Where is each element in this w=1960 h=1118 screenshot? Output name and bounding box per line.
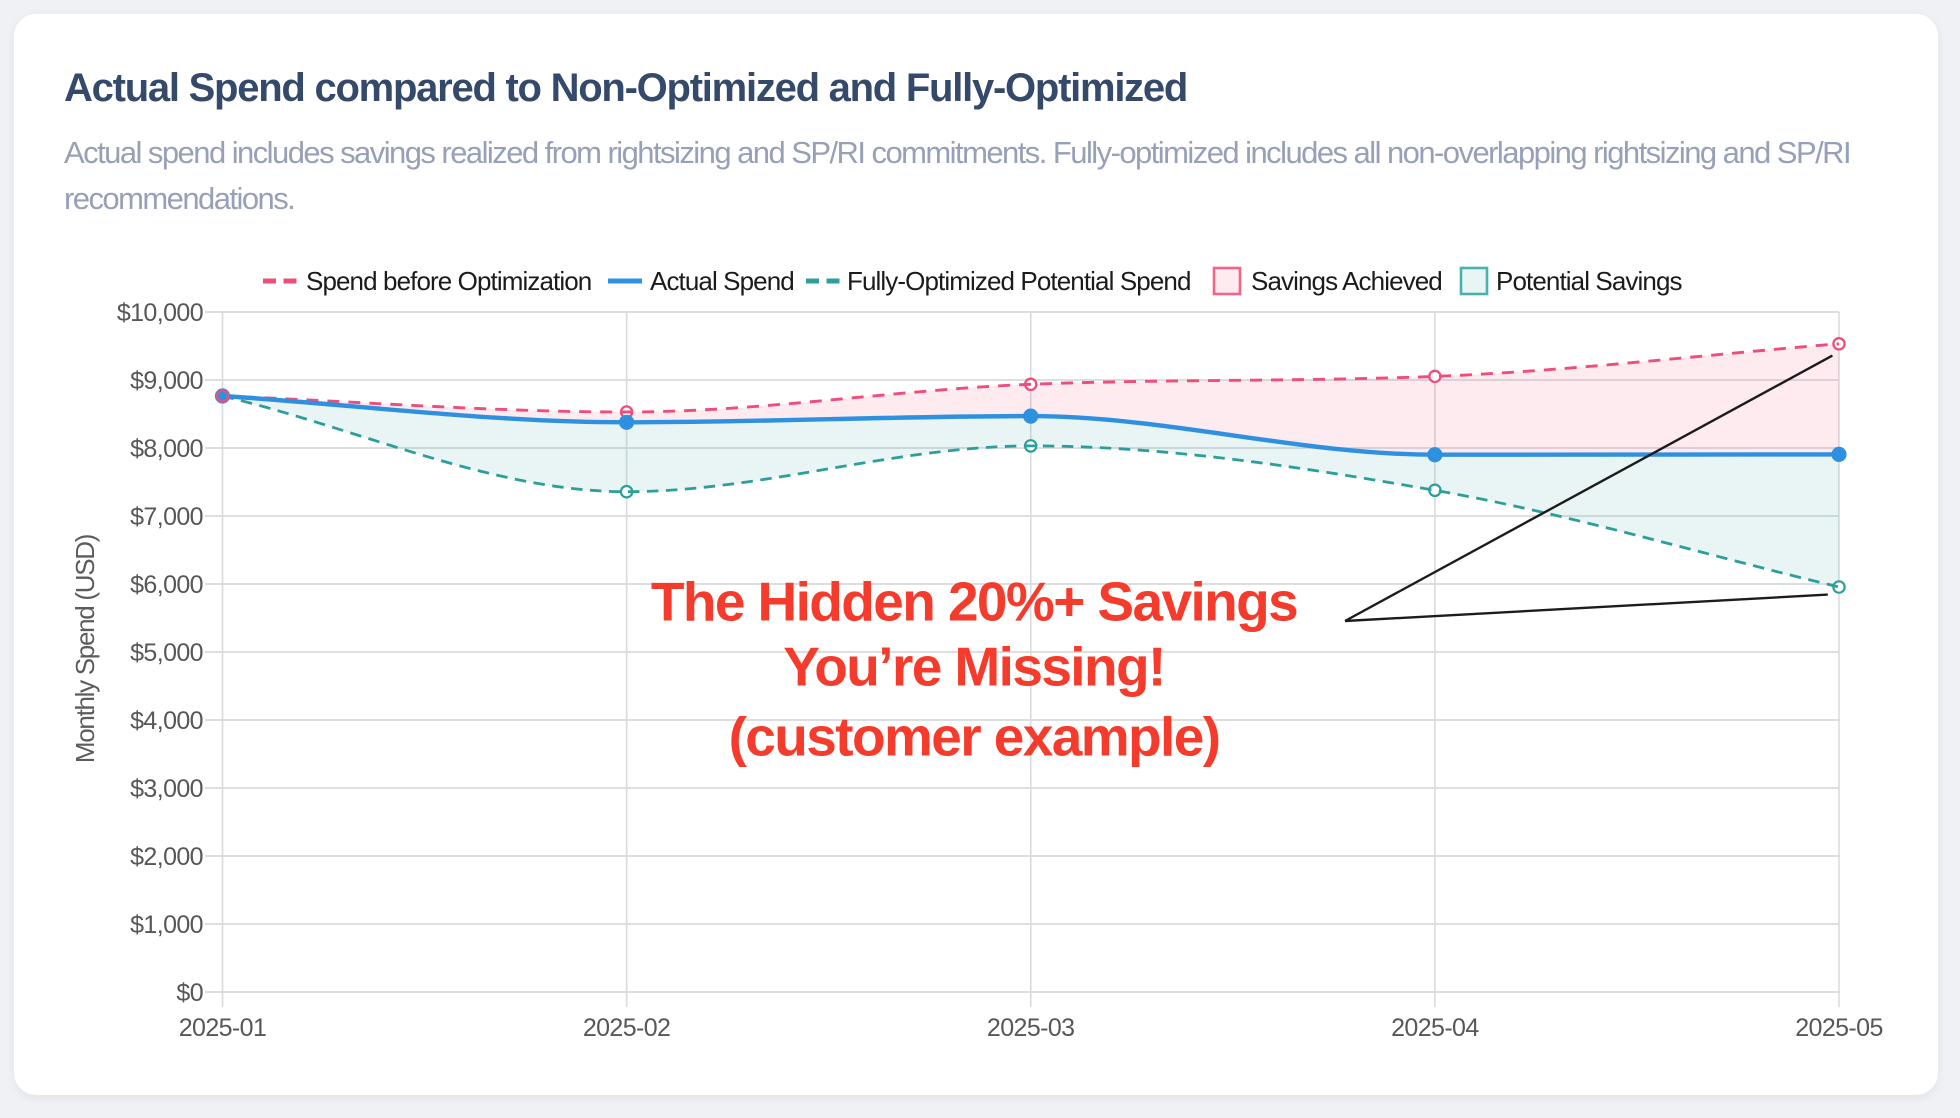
- svg-text:Fully-Optimized Potential Spen: Fully-Optimized Potential Spend: [847, 266, 1191, 296]
- svg-text:(customer example): (customer example): [729, 706, 1220, 768]
- svg-text:$9,000: $9,000: [130, 367, 203, 395]
- svg-text:The Hidden 20%+ Savings: The Hidden 20%+ Savings: [651, 571, 1297, 633]
- svg-text:$0: $0: [176, 979, 203, 1007]
- svg-text:$7,000: $7,000: [130, 503, 203, 531]
- svg-text:$6,000: $6,000: [130, 571, 203, 599]
- svg-text:$2,000: $2,000: [130, 843, 203, 871]
- svg-text:$5,000: $5,000: [130, 639, 203, 667]
- svg-text:2025-01: 2025-01: [179, 1014, 267, 1042]
- svg-text:$10,000: $10,000: [117, 299, 203, 327]
- svg-text:You’re Missing!: You’re Missing!: [783, 636, 1164, 698]
- svg-text:$1,000: $1,000: [130, 911, 203, 939]
- svg-text:$4,000: $4,000: [130, 707, 203, 735]
- svg-text:Monthly Spend (USD): Monthly Spend (USD): [70, 534, 100, 763]
- svg-text:2025-03: 2025-03: [987, 1014, 1075, 1042]
- svg-text:Potential Savings: Potential Savings: [1496, 266, 1683, 296]
- svg-text:2025-02: 2025-02: [583, 1014, 671, 1042]
- svg-text:Spend before Optimization: Spend before Optimization: [306, 266, 591, 296]
- svg-text:Savings Achieved: Savings Achieved: [1251, 266, 1442, 296]
- svg-text:2025-05: 2025-05: [1795, 1014, 1883, 1042]
- svg-text:$8,000: $8,000: [130, 435, 203, 463]
- svg-text:$3,000: $3,000: [130, 775, 203, 803]
- svg-text:Actual Spend: Actual Spend: [650, 266, 794, 296]
- svg-text:2025-04: 2025-04: [1391, 1014, 1479, 1042]
